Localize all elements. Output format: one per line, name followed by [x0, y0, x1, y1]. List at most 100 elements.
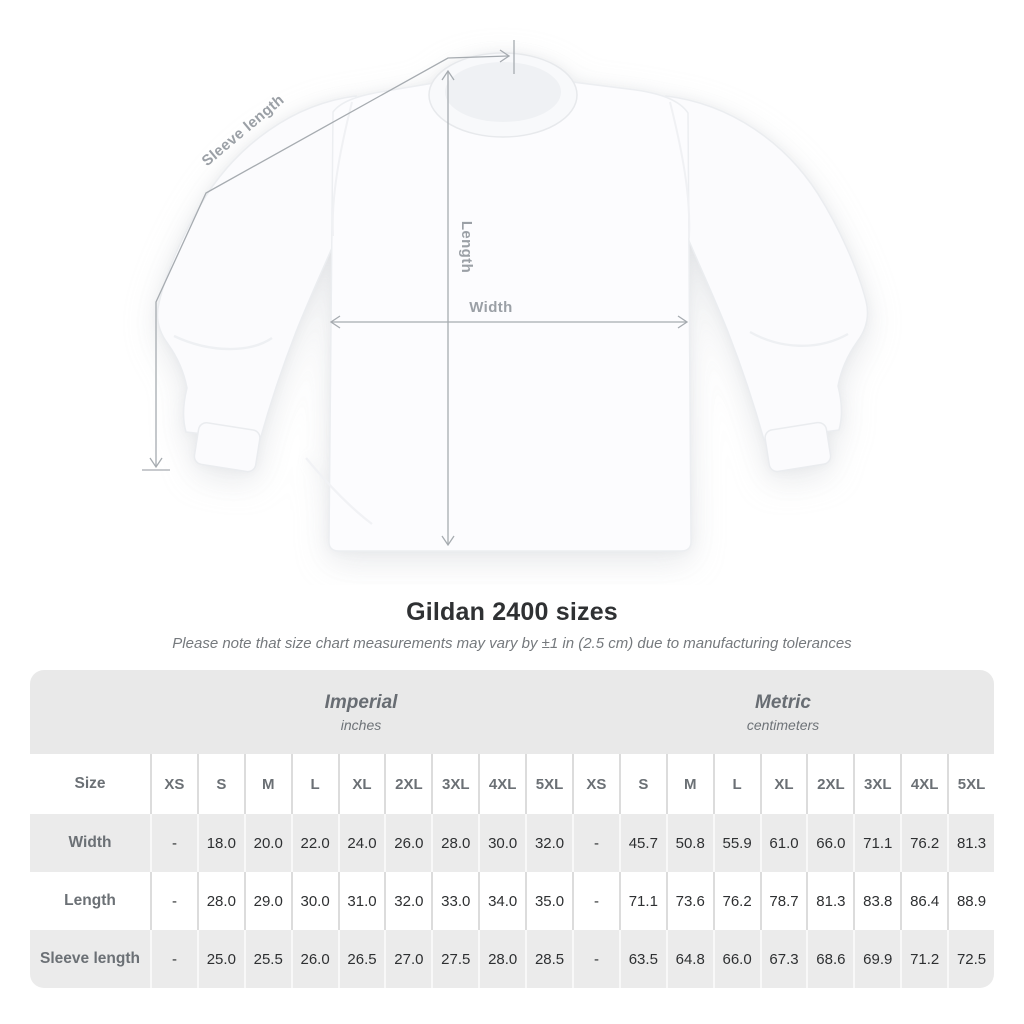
shirt-left-cuff [193, 421, 261, 473]
table-cell: 86.4 [900, 872, 947, 930]
table-cell: 63.5 [618, 930, 666, 988]
table-body: Width -18.0 20.0 22.0 24.0 26.0 28.0 30.0 32.0-4… [30, 814, 994, 988]
size-col-header: 2XL [384, 754, 431, 814]
length-label: Length [458, 221, 475, 273]
table-row: Sleeve length -25.0 25.5 26.0 26.5 27.0 27.5 28… [30, 930, 994, 988]
size-col-header: 5XL [947, 754, 994, 814]
size-col-header: 2XL [806, 754, 853, 814]
table-cell: 30.0 [290, 872, 338, 930]
size-col-header: M [243, 754, 291, 814]
metric-group-header: Metric centimeters [572, 692, 994, 733]
sleeve-length-line [155, 55, 509, 467]
size-col-header: XS [572, 754, 619, 814]
length-top-arrow [441, 69, 455, 81]
size-col-header: S [196, 754, 244, 814]
shirt-left-elbow-crease [173, 334, 273, 351]
table-cell: 78.7 [759, 872, 807, 930]
size-col-header: S [618, 754, 666, 814]
shirt-left-sleeve [156, 95, 357, 441]
shirt-right-elbow-crease [749, 330, 849, 347]
shirt-illustration [156, 52, 869, 552]
table-cell: 71.1 [853, 814, 900, 872]
table-cell: 25.0 [196, 930, 244, 988]
shirt-hem-crease [305, 457, 373, 525]
table-cell: 34.0 [478, 872, 525, 930]
table-cell: 26.5 [337, 930, 385, 988]
shirt-right-seam [669, 101, 691, 239]
shirt-collar-opening [445, 62, 561, 122]
table-row: Width -18.0 20.0 22.0 24.0 26.0 28.0 30.0 32.0-4… [30, 814, 994, 872]
shirt-measurement-diagram: Sleeve length Length Width [142, 40, 869, 552]
table-cell: 22.0 [290, 814, 338, 872]
table-cell: 20.0 [243, 814, 291, 872]
table-cell: 28.0 [478, 930, 525, 988]
table-cell: 83.8 [853, 872, 900, 930]
width-left-arrow [329, 315, 341, 329]
metric-group-unit: centimeters [746, 716, 820, 733]
shirt-right-cuff [764, 421, 832, 473]
size-col-header: 3XL [431, 754, 478, 814]
size-col-header: M [665, 754, 713, 814]
table-cell: 33.0 [431, 872, 478, 930]
table-cell: - [150, 814, 197, 872]
table-cell: 26.0 [290, 930, 338, 988]
table-cell: 28.5 [525, 930, 572, 988]
table-cell: 25.5 [243, 930, 291, 988]
row-label: Sleeve length [40, 950, 140, 967]
table-cell: 66.0 [806, 814, 853, 872]
table-row: Length -28.0 29.0 30.0 31.0 32.0 33.0 34.0 35.0-… [30, 872, 994, 930]
table-cell: 81.3 [947, 814, 994, 872]
row-label: Width [68, 834, 112, 851]
table-cell: 81.3 [806, 872, 853, 930]
size-col-header: 3XL [853, 754, 900, 814]
shirt-body [328, 81, 692, 552]
table-cell: 27.0 [384, 930, 431, 988]
size-col-header: XL [337, 754, 385, 814]
sleeve-length-end-arrow [499, 49, 511, 63]
table-cell: 76.2 [900, 814, 947, 872]
table-cell: 69.9 [853, 930, 900, 988]
table-cell: 50.8 [665, 814, 713, 872]
width-right-arrow [677, 315, 689, 329]
table-cell: 18.0 [196, 814, 244, 872]
table-cell: 28.0 [431, 814, 478, 872]
size-col-header: XS [150, 754, 197, 814]
imperial-group-header: Imperial inches [150, 692, 572, 733]
size-column-label: Size [74, 775, 106, 792]
table-cell: 30.0 [478, 814, 525, 872]
table-cell: 76.2 [712, 872, 760, 930]
table-cell: 68.6 [806, 930, 853, 988]
imperial-group-unit: inches [340, 716, 382, 733]
size-table: Imperial inches Metric centimeters Size … [30, 670, 994, 988]
table-cell: 71.1 [618, 872, 666, 930]
table-cell: 32.0 [384, 872, 431, 930]
size-header-row: Size XS S M L XL 2XL 3XL 4XL 5XL XS S M L XL 2XL 3XL 4XL… [30, 754, 994, 814]
table-cell: 88.9 [947, 872, 994, 930]
table-cell: - [572, 930, 619, 988]
size-col-header: XL [759, 754, 807, 814]
table-cell: 24.0 [337, 814, 385, 872]
table-cell: 66.0 [712, 930, 760, 988]
page-subtitle: Please note that size chart measurements… [172, 635, 852, 652]
size-col-header: L [290, 754, 338, 814]
unit-group-header-row: Imperial inches Metric centimeters [30, 670, 994, 754]
sleeve-length-bottom-arrow [149, 457, 163, 469]
table-cell: - [572, 872, 619, 930]
table-cell: - [150, 872, 197, 930]
table-cell: 26.0 [384, 814, 431, 872]
imperial-group-name: Imperial [324, 691, 398, 713]
table-cell: 61.0 [759, 814, 807, 872]
shirt-right-sleeve [665, 95, 869, 441]
table-cell: 28.0 [196, 872, 244, 930]
table-cell: 29.0 [243, 872, 291, 930]
table-cell: 27.5 [431, 930, 478, 988]
table-cell: 35.0 [525, 872, 572, 930]
table-cell: 73.6 [665, 872, 713, 930]
metric-group-name: Metric [755, 691, 811, 713]
table-cell: 71.2 [900, 930, 947, 988]
width-label: Width [469, 299, 513, 316]
size-col-header: L [712, 754, 760, 814]
page-title: Gildan 2400 sizes [406, 598, 618, 626]
length-bottom-arrow [441, 535, 455, 547]
